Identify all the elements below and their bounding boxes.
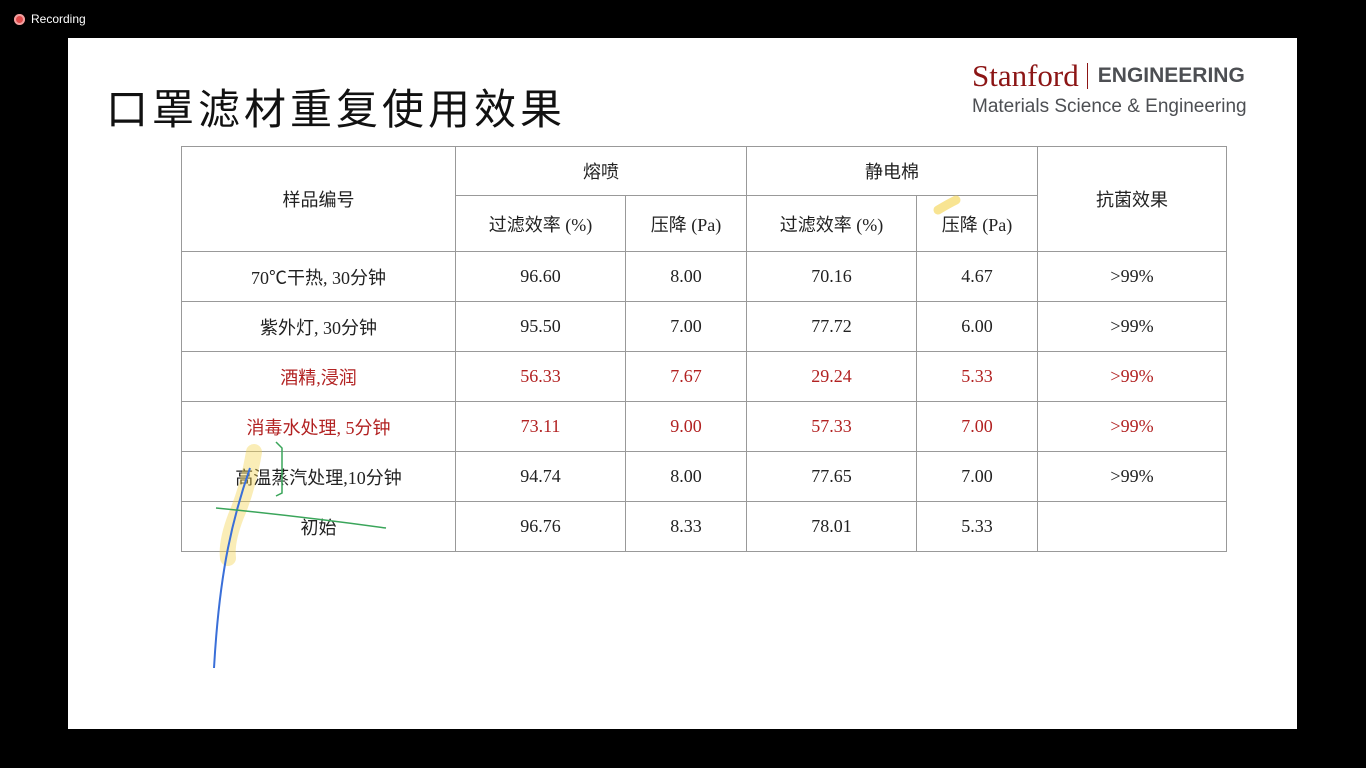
row-meltblown-pressure-drop: 7.00: [625, 301, 747, 352]
slide-title: 口罩滤材重复使用效果: [106, 85, 567, 134]
row-electret-pressure-drop: 6.00: [916, 301, 1038, 352]
row-meltblown-efficiency: 94.74: [455, 451, 626, 502]
row-sample-name: 高温蒸汽处理,10分钟: [181, 451, 456, 502]
table-row: 紫外灯, 30分钟 95.50 7.00 77.72 6.00 >99%: [181, 301, 1227, 352]
subheader-meltblown-pressure-drop: 压降 (Pa): [625, 195, 747, 252]
logo-department: Materials Science & Engineering: [972, 96, 1247, 117]
row-meltblown-efficiency: 73.11: [455, 401, 626, 452]
row-meltblown-efficiency: 96.76: [455, 501, 626, 552]
row-antibacterial: >99%: [1037, 351, 1227, 402]
row-electret-pressure-drop: 5.33: [916, 501, 1038, 552]
row-meltblown-pressure-drop: 7.67: [625, 351, 747, 402]
row-electret-efficiency: 57.33: [746, 401, 917, 452]
row-meltblown-pressure-drop: 9.00: [625, 401, 747, 452]
row-meltblown-pressure-drop: 8.33: [625, 501, 747, 552]
row-meltblown-efficiency: 95.50: [455, 301, 626, 352]
row-sample-name: 初始: [181, 501, 456, 552]
row-antibacterial: >99%: [1037, 401, 1227, 452]
row-meltblown-efficiency: 96.60: [455, 251, 626, 302]
subheader-electret-pressure-drop: 压降 (Pa): [916, 195, 1038, 252]
row-meltblown-pressure-drop: 8.00: [625, 251, 747, 302]
row-electret-pressure-drop: 7.00: [916, 451, 1038, 502]
record-icon: [14, 13, 25, 25]
row-antibacterial: >99%: [1037, 451, 1227, 502]
table-row: 高温蒸汽处理,10分钟 94.74 8.00 77.65 7.00 >99%: [181, 451, 1227, 502]
header-sample-id: 样品编号: [181, 146, 456, 252]
header-antibacterial: 抗菌效果: [1037, 146, 1227, 252]
table-row: 初始 96.76 8.33 78.01 5.33: [181, 501, 1227, 552]
row-meltblown-pressure-drop: 8.00: [625, 451, 747, 502]
logo-divider: [1086, 63, 1088, 89]
row-electret-pressure-drop: 5.33: [916, 351, 1038, 402]
row-sample-name: 消毒水处理, 5分钟: [181, 401, 456, 452]
header-meltblown: 熔喷: [455, 146, 747, 196]
row-antibacterial: [1037, 501, 1227, 552]
row-antibacterial: >99%: [1037, 251, 1227, 302]
recording-indicator: Recording: [14, 12, 86, 26]
row-electret-efficiency: 77.72: [746, 301, 917, 352]
subheader-meltblown-efficiency: 过滤效率 (%): [455, 195, 626, 252]
logo-brand: Stanford: [972, 58, 1079, 93]
header-electret-cotton: 静电棉: [746, 146, 1038, 196]
row-antibacterial: >99%: [1037, 301, 1227, 352]
subheader-electret-efficiency: 过滤效率 (%): [746, 195, 917, 252]
row-sample-name: 酒精,浸润: [181, 351, 456, 402]
logo-division: ENGINEERING: [1097, 64, 1245, 87]
row-electret-efficiency: 78.01: [746, 501, 917, 552]
row-electret-pressure-drop: 7.00: [916, 401, 1038, 452]
recording-label: Recording: [31, 12, 86, 26]
table-row: 酒精,浸润 56.33 7.67 29.24 5.33 >99%: [181, 351, 1227, 402]
row-electret-pressure-drop: 4.67: [916, 251, 1038, 302]
row-electret-efficiency: 29.24: [746, 351, 917, 402]
row-electret-efficiency: 70.16: [746, 251, 917, 302]
presentation-slide: 口罩滤材重复使用效果 Stanford ENGINEERING Material…: [68, 38, 1297, 729]
table-row: 70℃干热, 30分钟 96.60 8.00 70.16 4.67 >99%: [181, 251, 1227, 302]
row-electret-efficiency: 77.65: [746, 451, 917, 502]
results-table: 样品编号 熔喷 静电棉 抗菌效果 过滤效率 (%) 压降 (Pa) 过滤效率 (…: [181, 146, 1227, 552]
row-sample-name: 紫外灯, 30分钟: [181, 301, 456, 352]
table-row: 消毒水处理, 5分钟 73.11 9.00 57.33 7.00 >99%: [181, 401, 1227, 452]
row-sample-name: 70℃干热, 30分钟: [181, 251, 456, 302]
stanford-engineering-logo: Stanford ENGINEERING Materials Science &…: [972, 58, 1247, 118]
row-meltblown-efficiency: 56.33: [455, 351, 626, 402]
